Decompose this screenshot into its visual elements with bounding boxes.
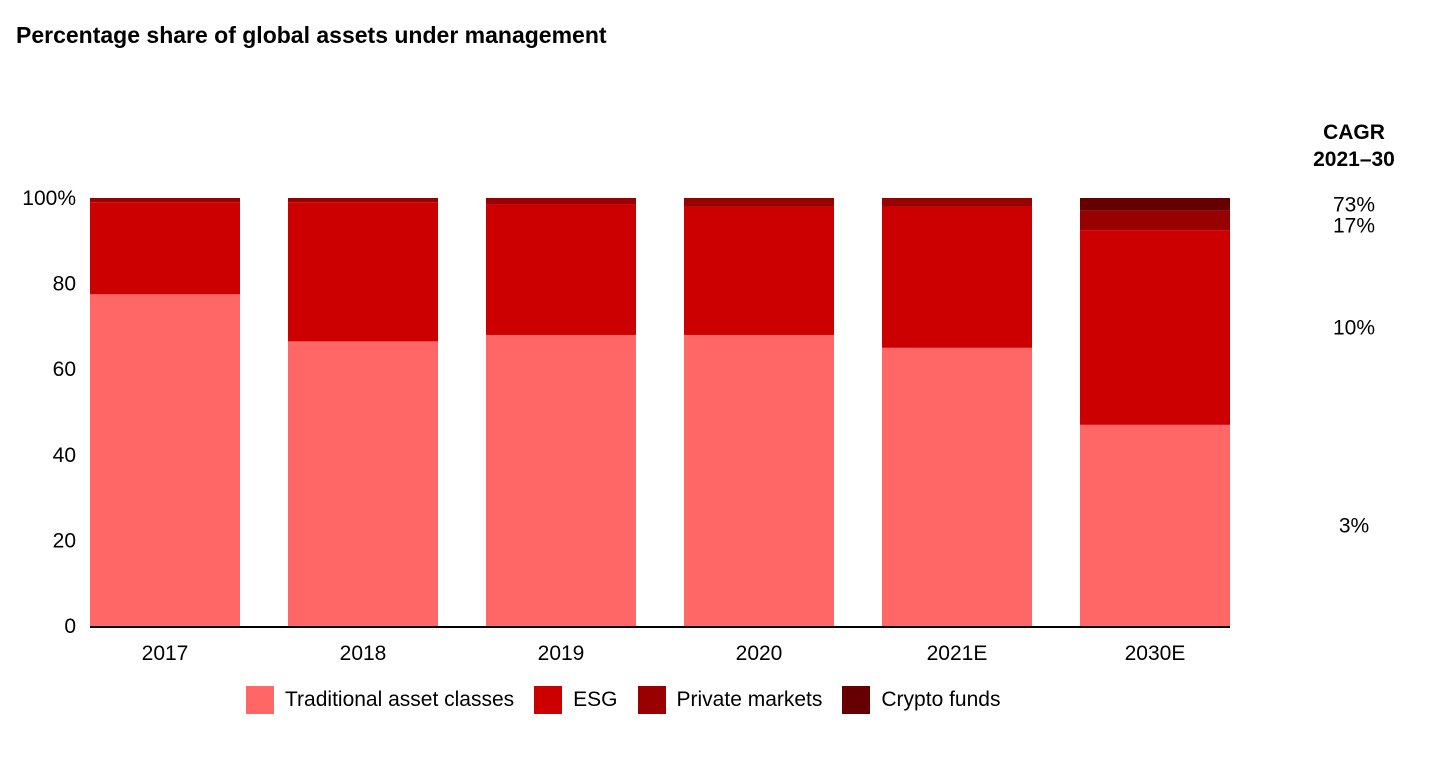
bar-segment-traditional-asset-classes (288, 341, 438, 626)
y-tick-label: 20 (53, 529, 76, 552)
bar-segment-esg (882, 206, 1032, 348)
bar-segment-private-markets (1080, 210, 1230, 231)
bar-segment-private-markets (288, 198, 438, 203)
legend-swatch (246, 686, 274, 714)
legend-item: Crypto funds (842, 686, 1000, 714)
chart-legend: Traditional asset classes ESG Private mark… (246, 686, 1020, 714)
bar-segment-private-markets (486, 198, 636, 205)
cagr-label: 10% (1333, 316, 1375, 339)
x-tick-label: 2019 (538, 642, 585, 665)
bar-segment-crypto-funds (1080, 198, 1230, 211)
bar-segment-traditional-asset-classes (882, 347, 1032, 626)
x-tick-label: 2030E (1125, 642, 1186, 665)
stacked-bar-chart: 0 20 40 60 80 100% 2017 2018 2019 2020 2021E 2030E C… (22, 121, 1395, 665)
legend-label: Crypto funds (881, 688, 1001, 711)
y-tick-label: 100% (22, 187, 76, 210)
x-tick-label: 2017 (142, 642, 189, 665)
cagr-header-period: 2021–30 (1313, 148, 1395, 171)
x-tick-label: 2020 (736, 642, 783, 665)
legend-swatch (842, 686, 871, 714)
bar-segment-esg (486, 204, 636, 335)
bar-segment-esg (90, 202, 240, 295)
bar-segment-private-markets (684, 198, 834, 207)
legend-item: ESG (534, 686, 618, 714)
legend-swatch (637, 686, 666, 714)
cagr-header: CAGR (1323, 121, 1385, 144)
y-tick-label: 40 (53, 444, 76, 467)
bar-segment-traditional-asset-classes (684, 334, 834, 626)
legend-item: Private markets (637, 686, 823, 714)
legend-item: Traditional asset classes (246, 686, 514, 714)
bar-segment-esg (288, 202, 438, 342)
legend-swatch (534, 686, 563, 714)
legend-label: Private markets (676, 688, 823, 711)
bar-segment-traditional-asset-classes (90, 294, 240, 626)
y-tick-label: 80 (53, 273, 76, 296)
chart-title: Percentage share of global assets under … (16, 22, 607, 48)
x-tick-label: 2018 (340, 642, 387, 665)
bar-segment-esg (1080, 230, 1230, 425)
bar-segment-esg (684, 206, 834, 335)
legend-label: ESG (573, 688, 618, 711)
cagr-label: 17% (1333, 214, 1375, 237)
bar-segment-private-markets (90, 198, 240, 203)
bar-segment-private-markets (882, 198, 1032, 207)
x-tick-label: 2021E (927, 642, 988, 665)
bar-segment-traditional-asset-classes (1080, 424, 1230, 626)
cagr-label: 73% (1333, 193, 1375, 216)
cagr-label: 3% (1339, 514, 1369, 537)
legend-label: Traditional asset classes (285, 688, 515, 711)
y-tick-label: 60 (53, 358, 76, 381)
y-tick-label: 0 (64, 615, 76, 638)
bar-segment-traditional-asset-classes (486, 334, 636, 626)
